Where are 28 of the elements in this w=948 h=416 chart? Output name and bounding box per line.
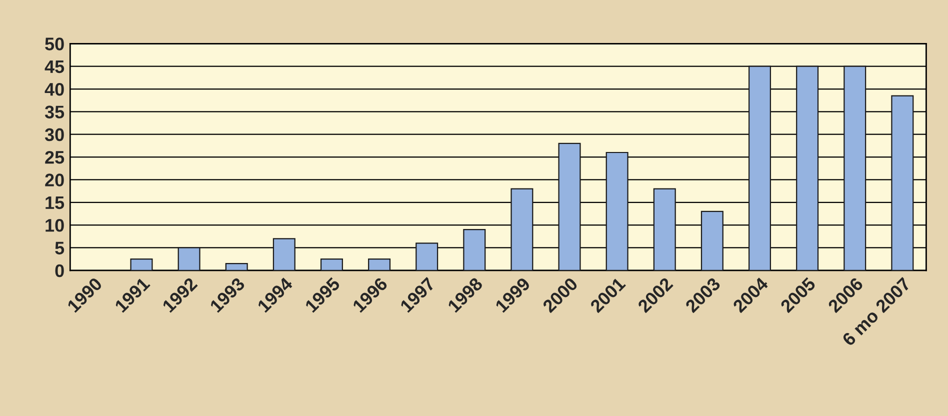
y-tick-label: 0 <box>55 264 64 278</box>
bar <box>416 242 438 270</box>
y-tick-label: 20 <box>45 174 64 186</box>
bar <box>700 210 724 270</box>
bar <box>320 258 343 270</box>
y-tick-label: 10 <box>46 218 64 232</box>
bar <box>130 258 153 270</box>
y-tick-label: 30 <box>44 128 64 142</box>
bar <box>510 188 534 270</box>
bar <box>653 188 676 270</box>
y-tick-label: 40 <box>44 82 64 96</box>
bar <box>844 66 866 270</box>
y-tick-label: 45 <box>44 60 64 74</box>
bar <box>368 258 391 270</box>
bar <box>891 95 914 270</box>
bar <box>463 229 486 270</box>
y-tick-label: 50 <box>45 38 64 50</box>
y-tick-label: 15 <box>46 196 64 210</box>
bar <box>225 263 248 270</box>
y-tick-label: 5 <box>55 242 64 254</box>
bar <box>272 238 296 270</box>
bar <box>796 66 819 270</box>
bar <box>178 247 200 270</box>
bar <box>748 66 771 270</box>
bar <box>606 152 628 270</box>
y-tick-label: 25 <box>45 150 64 164</box>
y-tick-label: 35 <box>44 106 64 118</box>
bar <box>558 142 581 270</box>
